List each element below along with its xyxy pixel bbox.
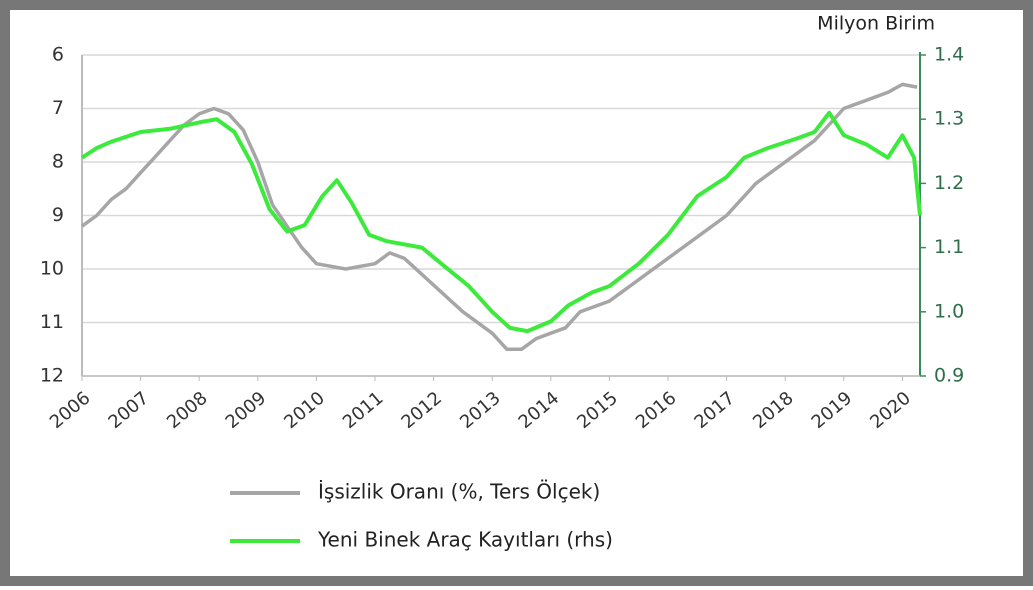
series-line — [80, 82, 918, 352]
y-tick-label: 11 — [40, 311, 64, 333]
y-tick-label: 10 — [40, 258, 64, 280]
y2-tick-label: 1.4 — [934, 44, 964, 66]
y-tick-label: 6 — [52, 44, 64, 66]
y2-axis-label: Milyon Birim — [817, 13, 935, 35]
y2-tick-label: 1.1 — [934, 236, 964, 258]
y-tick-label: 12 — [40, 365, 64, 387]
y-tick-label: 7 — [52, 97, 64, 119]
series-line — [80, 110, 922, 334]
y-tick-label: 9 — [52, 204, 64, 226]
y2-tick-label: 1.2 — [934, 172, 964, 194]
legend-label: Yeni Binek Araç Kayıtları (rhs) — [317, 528, 613, 552]
y2-tick-label: 1.3 — [934, 108, 964, 130]
y2-tick-label: 1.0 — [934, 300, 964, 322]
y-tick-label: 8 — [52, 151, 64, 173]
legend-label: İşsizlik Oranı (%, Ters Ölçek) — [318, 480, 600, 504]
y2-tick-label: 0.9 — [934, 365, 964, 387]
